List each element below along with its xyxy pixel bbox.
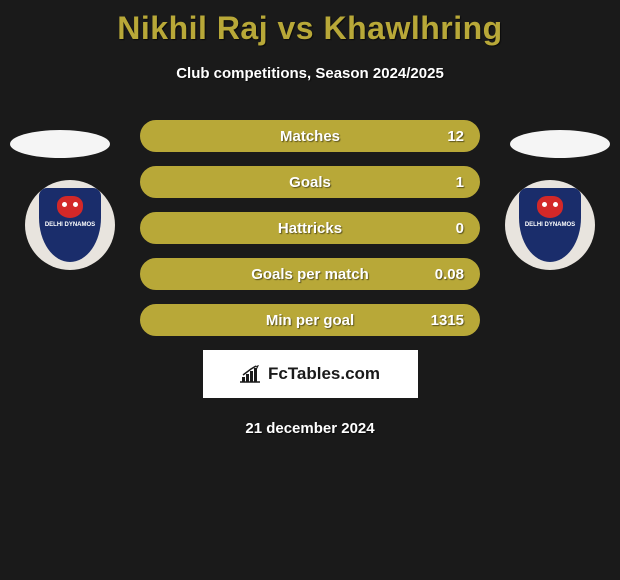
badge-face-icon (537, 196, 563, 218)
comparison-area: DELHI DYNAMOS DELHI DYNAMOS Matches 12 G… (0, 120, 620, 336)
badge-face-icon (57, 196, 83, 218)
stat-row-goals: Goals 1 (140, 166, 480, 198)
stat-row-matches: Matches 12 (140, 120, 480, 152)
chart-icon (240, 365, 262, 383)
badge-team-name: DELHI DYNAMOS (45, 222, 95, 229)
stat-value-right: 1 (456, 174, 464, 191)
stat-row-hattricks: Hattricks 0 (140, 212, 480, 244)
stat-label: Min per goal (266, 312, 354, 329)
date-text: 21 december 2024 (0, 420, 620, 437)
stat-value-right: 0.08 (435, 266, 464, 283)
comparison-title: Nikhil Raj vs Khawlhring (0, 0, 620, 47)
shield-icon: DELHI DYNAMOS (519, 188, 581, 262)
stat-label: Goals per match (251, 266, 369, 283)
stat-row-goals-per-match: Goals per match 0.08 (140, 258, 480, 290)
player-left-ellipse (10, 130, 110, 158)
team-badge-left: DELHI DYNAMOS (25, 180, 115, 270)
stat-rows-container: Matches 12 Goals 1 Hattricks 0 Goals per… (140, 120, 480, 336)
stat-row-min-per-goal: Min per goal 1315 (140, 304, 480, 336)
stat-value-right: 12 (447, 128, 464, 145)
team-badge-right: DELHI DYNAMOS (505, 180, 595, 270)
branding-text: FcTables.com (268, 364, 380, 384)
branding-box: FcTables.com (203, 350, 418, 398)
stat-value-right: 1315 (431, 312, 464, 329)
stat-label: Goals (289, 174, 331, 191)
comparison-subtitle: Club competitions, Season 2024/2025 (0, 65, 620, 82)
badge-team-name: DELHI DYNAMOS (525, 222, 575, 229)
stat-value-right: 0 (456, 220, 464, 237)
stat-label: Hattricks (278, 220, 342, 237)
stat-label: Matches (280, 128, 340, 145)
shield-icon: DELHI DYNAMOS (39, 188, 101, 262)
player-right-ellipse (510, 130, 610, 158)
